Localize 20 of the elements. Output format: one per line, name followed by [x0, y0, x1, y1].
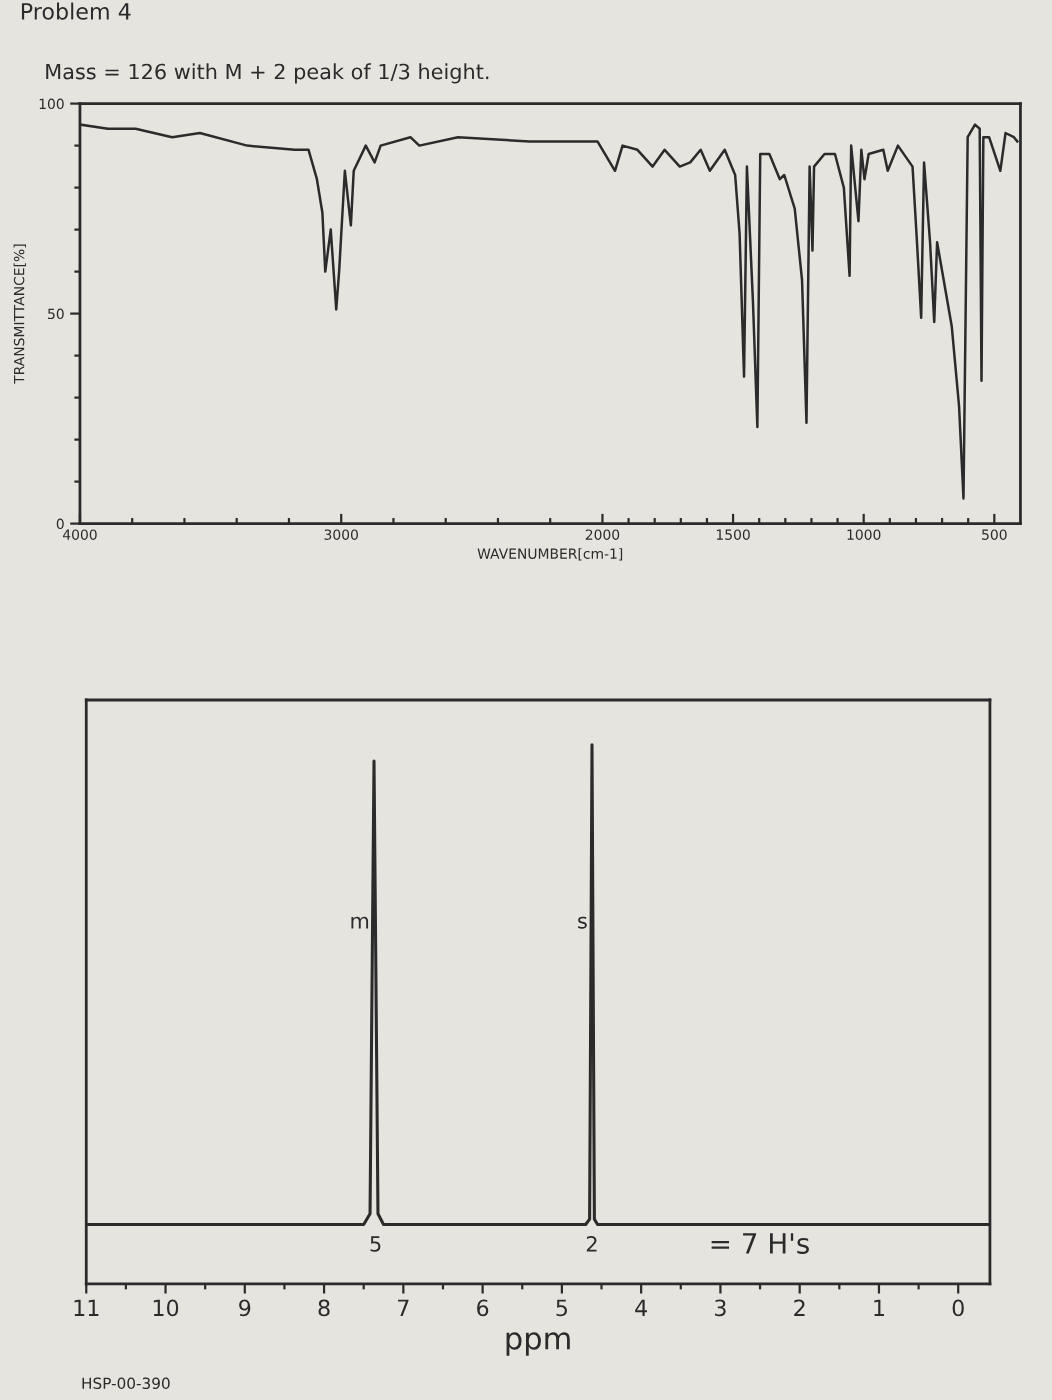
- annotation: 2: [586, 1235, 597, 1252]
- x-tick-label: 4: [635, 1299, 647, 1316]
- x-tick-label: 10: [153, 1299, 179, 1317]
- x-tick-label: 9: [239, 1299, 251, 1317]
- x-tick-label: 0: [952, 1299, 964, 1317]
- annotation: m: [351, 916, 369, 929]
- x-tick-label: 2: [794, 1299, 805, 1316]
- x-tick-label: 1: [874, 1299, 884, 1316]
- x-tick-label: 6: [477, 1299, 489, 1317]
- x-tick-label: 7: [398, 1299, 409, 1316]
- chart-title: Problem 4: [21, 2, 131, 20]
- annotation: 5: [370, 1236, 381, 1252]
- x-tick-label: 5: [556, 1299, 568, 1317]
- x-axis-title: ppm: [506, 1332, 570, 1356]
- x-tick-label: 3: [715, 1299, 726, 1317]
- x-tick-label: 8: [318, 1299, 330, 1317]
- annotation: = 7 H's: [711, 1233, 809, 1254]
- chart-subtitle: Mass = 126 with M + 2 peak of 1/3 height.: [46, 63, 489, 84]
- x-tick-label: 11: [74, 1299, 99, 1316]
- annotation: s: [578, 916, 587, 929]
